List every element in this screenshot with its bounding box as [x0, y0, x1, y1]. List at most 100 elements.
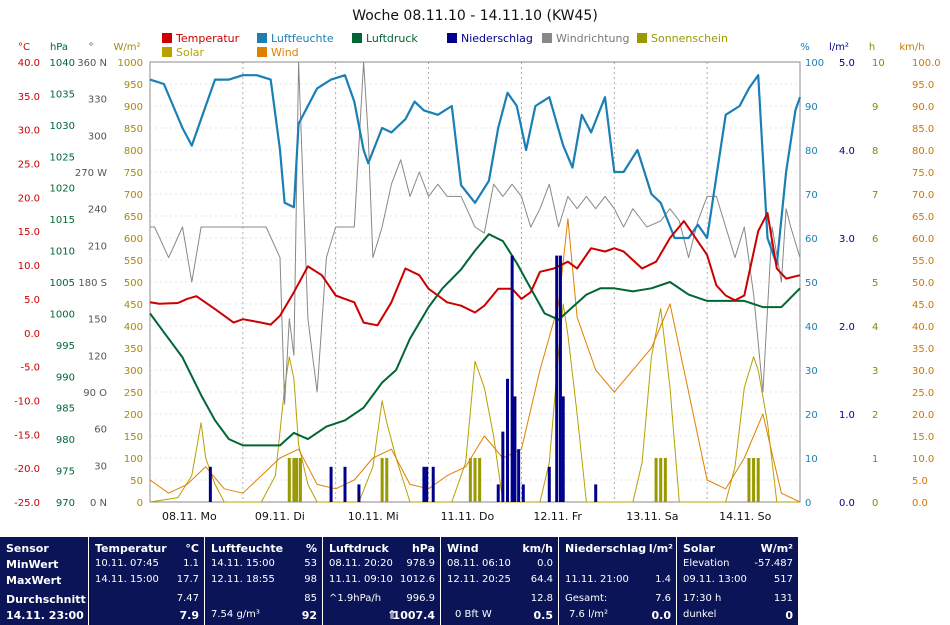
col-unit: % — [305, 542, 317, 555]
col-unit: hPa — [411, 542, 435, 555]
axis-tick-left-2: 0 N — [90, 498, 107, 509]
niederschlag-bar — [547, 466, 551, 502]
avg-value: 131 — [773, 593, 793, 604]
axis-tick-right-3: 40.0 — [912, 322, 934, 333]
avg-value: 85 — [304, 593, 317, 604]
current-value: 1007.4 — [392, 609, 435, 622]
sonnenschein-bar — [659, 458, 663, 502]
axis-tick-left-2: 360 N — [77, 58, 107, 69]
axis-tick-left-3: 700 — [124, 190, 143, 201]
sonnenschein-bar — [292, 458, 296, 502]
x-tick-label: 14.11. So — [719, 510, 771, 523]
niederschlag-bar — [496, 484, 500, 502]
axis-tick-right-3: 10.0 — [912, 454, 934, 465]
col-unit: W/m² — [760, 542, 793, 555]
max-time: 11.11. 09:10 — [329, 574, 393, 585]
x-tick-label: 10.11. Mi — [348, 510, 399, 523]
row-label-min: MinWert — [6, 558, 59, 571]
sum-today: 7.6 l/m² — [569, 609, 608, 620]
axis-unit-right-2: h — [869, 42, 875, 53]
sonnenschein-bar — [287, 458, 291, 502]
niederschlag-bar — [510, 255, 514, 502]
axis-tick-left-3: 0 — [137, 498, 143, 509]
col-title: Luftdruck — [329, 542, 389, 555]
axis-tick-left-1: 1005 — [50, 278, 75, 289]
niederschlag-bar — [506, 378, 509, 502]
sunshine-hours: 17:30 h — [683, 593, 722, 604]
axis-tick-right-2: 6 — [872, 234, 878, 245]
min-value: 978.9 — [406, 558, 435, 569]
sonnenschein-bar — [752, 458, 756, 502]
series-line-temperatur — [149, 212, 801, 327]
niederschlag-bar — [329, 466, 333, 502]
axis-tick-left-0: 25.0 — [18, 160, 40, 171]
axis-tick-left-0: 40.0 — [18, 58, 40, 69]
col-unit: km/h — [522, 542, 553, 555]
max-time: 12.11. 20:25 — [447, 574, 511, 585]
axis-tick-right-2: 2 — [872, 410, 878, 421]
max-value: 98 — [304, 574, 317, 585]
row-label-avg: Durchschnitt — [6, 593, 86, 606]
axis-tick-right-3: 25.0 — [912, 388, 934, 399]
axis-tick-right-3: 80.0 — [912, 146, 934, 157]
axis-tick-right-1: 4.0 — [839, 146, 855, 157]
legend-label-temperatur: Temperatur — [175, 32, 240, 45]
axis-tick-left-3: 400 — [124, 322, 143, 333]
current-value: 0.0 — [651, 609, 672, 622]
axis-tick-left-0: -20.0 — [14, 464, 40, 475]
axis-unit-left-1: hPa — [50, 42, 68, 53]
axis-tick-right-0: 70 — [805, 190, 818, 201]
axis-tick-right-0: 60 — [805, 234, 818, 245]
stats-table-area: Sensor MinWert MaxWert Durchschnitt 14.1… — [0, 537, 950, 625]
x-tick-label: 09.11. Di — [255, 510, 305, 523]
axis-tick-left-1: 975 — [56, 467, 75, 478]
niederschlag-bar — [513, 396, 517, 502]
legend-swatch-temperatur — [162, 33, 172, 43]
column-wind: Wind km/h 08.11. 06:10 0.0 12.11. 20:25 … — [440, 537, 559, 625]
max-time: 11.11. 21:00 — [565, 574, 629, 585]
axis-tick-right-0: 10 — [805, 454, 818, 465]
axis-tick-right-1: 5.0 — [839, 58, 855, 69]
axis-tick-right-3: 35.0 — [912, 344, 934, 355]
axis-tick-right-3: 70.0 — [912, 190, 934, 201]
axis-tick-left-2: 210 — [88, 241, 107, 252]
x-tick-label: 12.11. Fr — [533, 510, 582, 523]
niederschlag-bar — [501, 431, 505, 502]
axis-tick-right-3: 50.0 — [912, 278, 934, 289]
axis-tick-left-2: 150 — [88, 315, 107, 326]
axis-tick-right-0: 100 — [805, 58, 824, 69]
axis-tick-left-3: 950 — [124, 80, 143, 91]
axis-tick-left-0: -25.0 — [14, 498, 40, 509]
legend-label-sonnenschein: Sonnenschein — [651, 32, 728, 45]
axis-tick-left-1: 1035 — [50, 89, 75, 100]
axis-unit-right-3: km/h — [899, 42, 924, 53]
axis-tick-right-2: 3 — [872, 366, 878, 377]
axis-tick-left-3: 600 — [124, 234, 143, 245]
axis-tick-right-3: 5.0 — [912, 476, 928, 487]
current-value: 0 — [785, 609, 793, 622]
axis-tick-left-3: 850 — [124, 124, 143, 135]
axis-tick-left-1: 1025 — [50, 152, 75, 163]
axis-tick-left-3: 50 — [130, 476, 143, 487]
series-line-solar — [149, 303, 800, 503]
max-value: 517 — [773, 574, 793, 585]
axis-tick-right-1: 1.0 — [839, 410, 855, 421]
axis-tick-left-3: 200 — [124, 410, 143, 421]
axis-tick-left-0: -15.0 — [14, 430, 40, 441]
legend-swatch-sonnenschein — [637, 33, 647, 43]
elevation-value: -57.487 — [754, 558, 793, 569]
axis-tick-left-1: 980 — [56, 435, 75, 446]
axis-tick-left-3: 450 — [124, 300, 143, 311]
column-luftdruck: Luftdruck hPa 08.11. 20:20 978.9 11.11. … — [322, 537, 441, 625]
trend-arrow-icon: ⇑ — [386, 608, 397, 622]
current-value: 92 — [301, 609, 317, 622]
series-line-luftdruck — [149, 233, 801, 447]
niederschlag-bar — [208, 466, 212, 502]
column-luftfeuchte: Luftfeuchte % 14.11. 15:00 53 12.11. 18:… — [204, 537, 323, 625]
legend-swatch-luftfeuchte — [257, 33, 267, 43]
axis-tick-right-3: 45.0 — [912, 300, 934, 311]
legend-label-windrichtung: Windrichtung — [556, 32, 629, 45]
axis-tick-left-3: 900 — [124, 102, 143, 113]
niederschlag-bar — [517, 449, 521, 502]
axis-tick-left-3: 150 — [124, 432, 143, 443]
